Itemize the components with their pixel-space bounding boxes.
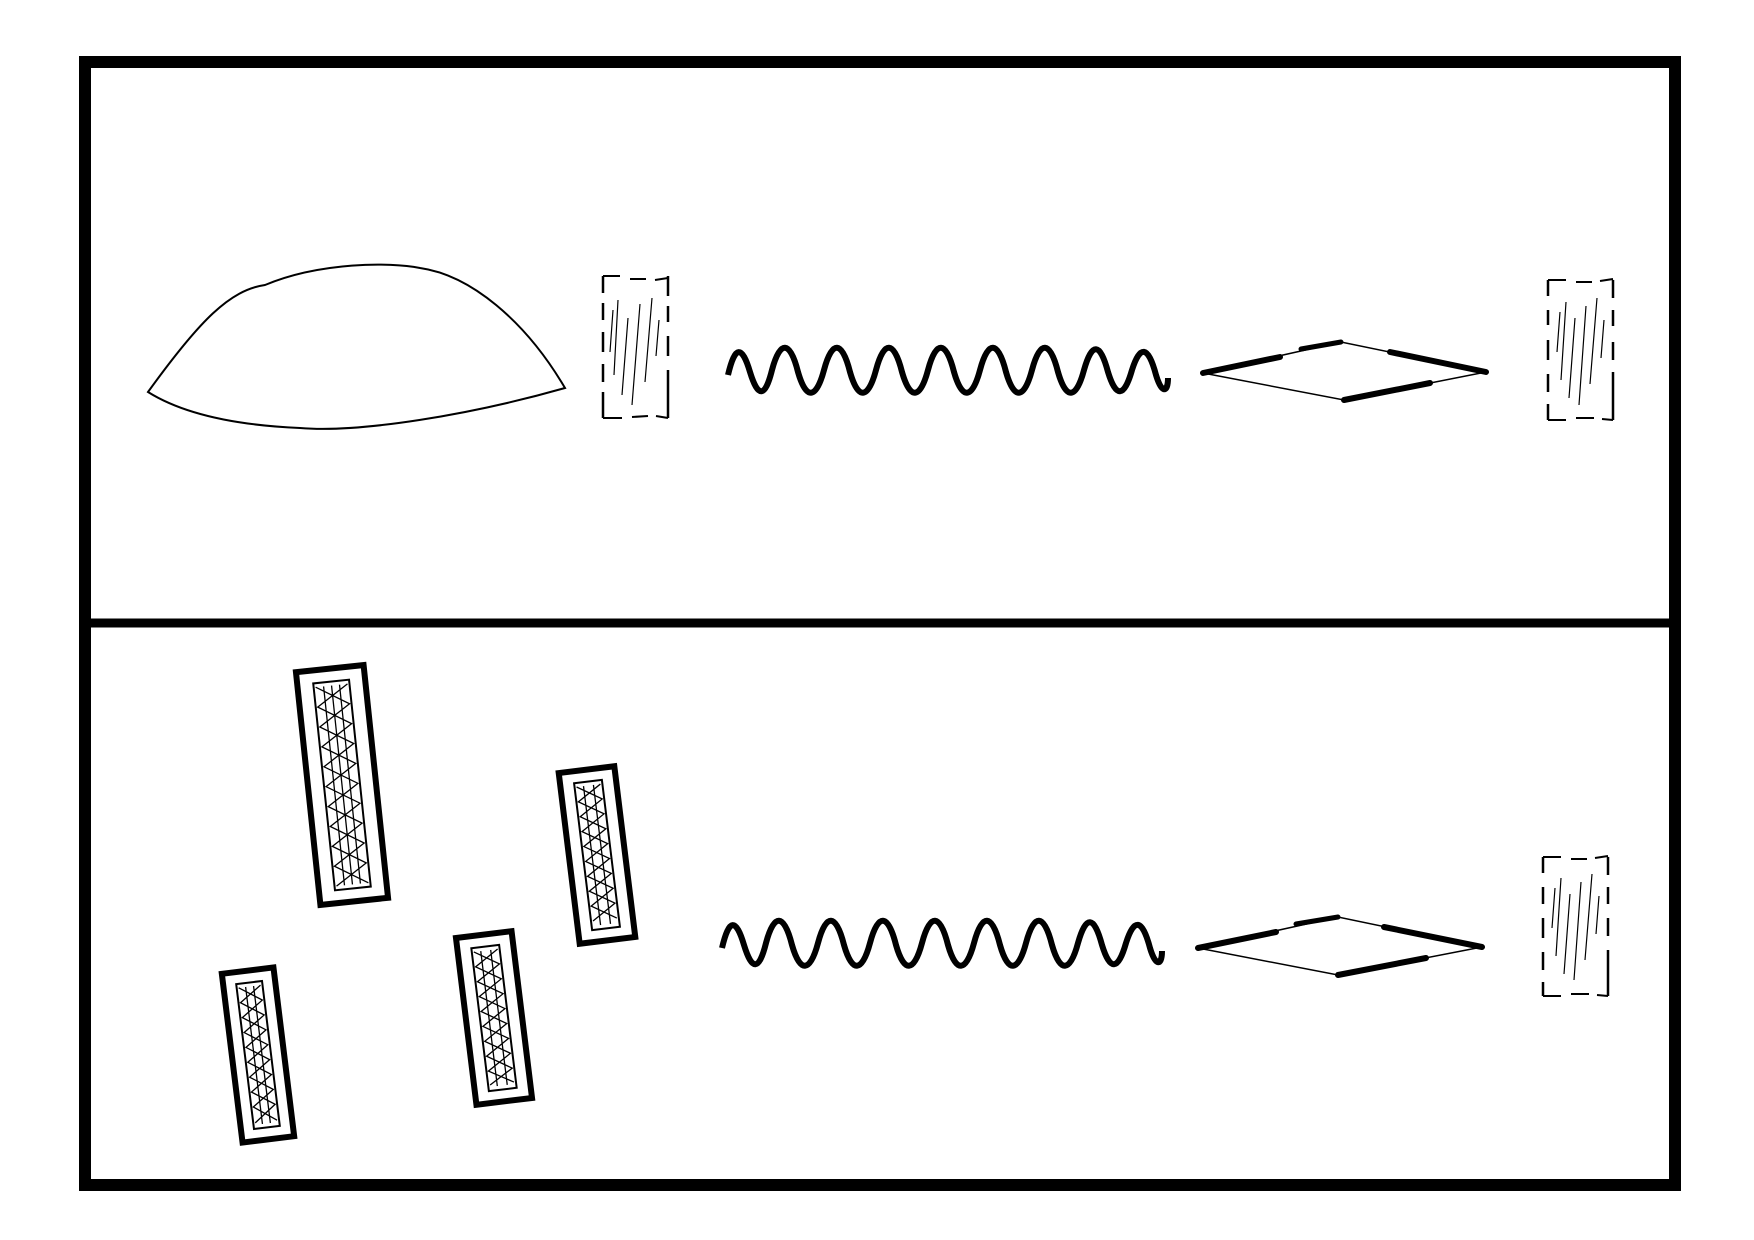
dashed-sample-icon xyxy=(601,275,670,419)
filled-sample-strips-icon xyxy=(218,661,639,1146)
wavy-beam-icon xyxy=(725,344,1171,396)
diamond-focus-icon xyxy=(1200,339,1489,403)
diamond-focus-icon xyxy=(1195,914,1485,978)
dashed-sample-icon xyxy=(1546,278,1615,421)
dashed-sample-icon xyxy=(1541,855,1610,997)
sample-strip xyxy=(218,964,298,1146)
panel-top xyxy=(146,263,1615,430)
sample-strip xyxy=(292,661,392,909)
wavy-beam-icon xyxy=(719,917,1165,969)
panel-bottom xyxy=(218,661,1610,1146)
sample-strip xyxy=(555,762,639,948)
convex-lens-icon xyxy=(146,263,567,430)
sample-strip xyxy=(452,927,536,1109)
